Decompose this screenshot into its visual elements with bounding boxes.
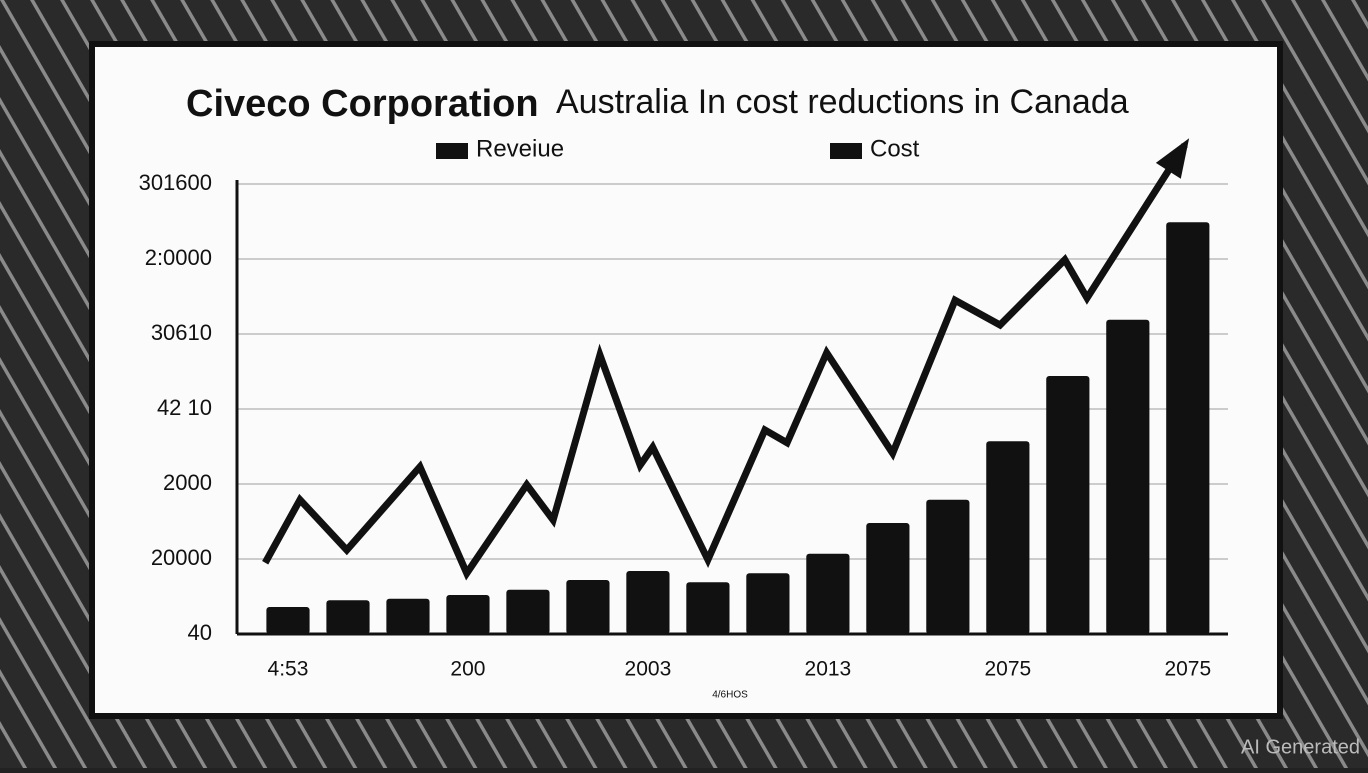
bar xyxy=(686,582,730,634)
y-tick-label: 2:0000 xyxy=(145,245,212,270)
bar xyxy=(626,571,670,634)
x-tick-label: 200 xyxy=(450,658,485,681)
y-tick-label: 42 10 xyxy=(157,395,212,420)
x-tick-label: 2075 xyxy=(984,658,1031,681)
bar xyxy=(446,595,490,634)
y-tick-label: 40 xyxy=(188,620,212,645)
bar xyxy=(806,553,850,634)
x-tick-label: 4:53 xyxy=(268,658,309,681)
bar xyxy=(746,573,790,634)
bar xyxy=(266,607,310,634)
bar xyxy=(1166,222,1210,634)
bar xyxy=(926,499,970,634)
chart-title: Civeco Corporation xyxy=(186,83,539,125)
bar xyxy=(326,600,370,634)
y-tick-label: 30610 xyxy=(151,320,212,345)
x-axis-label: 4/6HOS xyxy=(712,690,748,701)
line xyxy=(262,143,1188,581)
x-tick-label: 2075 xyxy=(1164,658,1211,681)
bar xyxy=(1046,376,1090,634)
x-tick-label: 2013 xyxy=(805,658,852,681)
legend-label: Cost xyxy=(870,135,920,162)
bar xyxy=(566,580,610,634)
y-tick-label: 20000 xyxy=(151,545,212,570)
chart-subtitle: Australia In cost reductions in Canada xyxy=(556,83,1129,121)
arrow-head xyxy=(1155,138,1190,179)
legend-swatch xyxy=(830,143,862,159)
y-tick-label: 301600 xyxy=(139,170,212,195)
x-tick-label: 2003 xyxy=(625,658,672,681)
y-tick-label: 2000 xyxy=(163,470,212,495)
bar xyxy=(866,523,910,634)
watermark: AI Generated xyxy=(1241,736,1360,758)
bar xyxy=(986,441,1030,634)
bar xyxy=(1106,319,1150,634)
legend-label: Reveiue xyxy=(476,135,564,162)
bar xyxy=(386,598,430,634)
bar xyxy=(506,589,550,634)
legend-swatch xyxy=(436,143,468,159)
